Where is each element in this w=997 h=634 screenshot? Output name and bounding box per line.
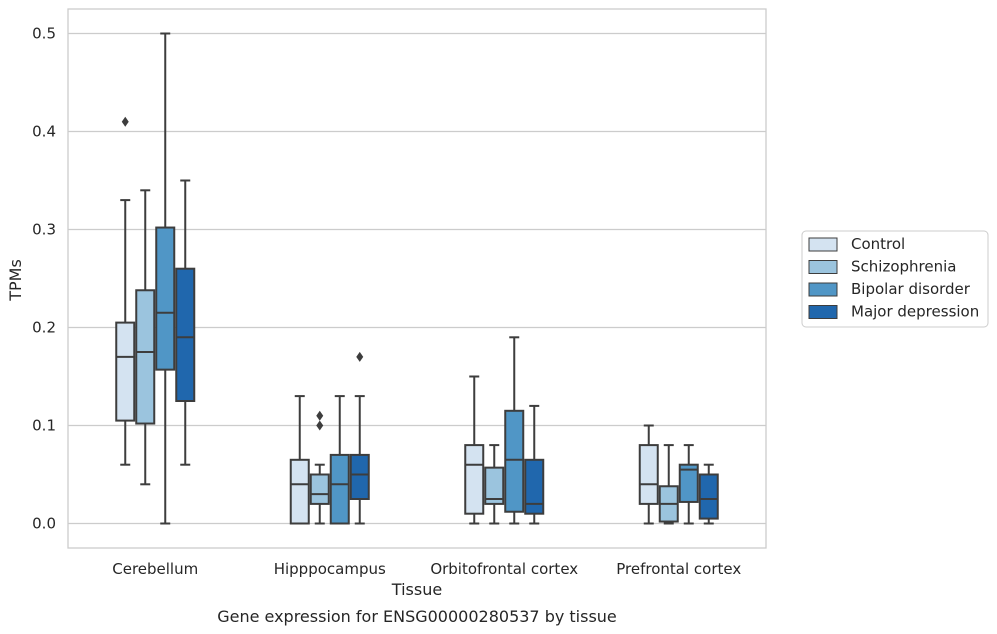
box-body <box>309 473 330 505</box>
x-tick-labels: Cerebellum Hipppocampus Orbitofrontal cort… <box>112 560 741 578</box>
box-body <box>638 444 659 505</box>
box-body <box>698 473 719 520</box>
chart-caption: Gene expression for ENSG00000280537 by t… <box>217 607 617 626</box>
legend-frame <box>801 230 989 328</box>
legend: Control Schizophrenia Bipolar disorder Majo… <box>801 230 989 328</box>
y-tick-labels: 0.0 0.1 0.2 0.3 0.4 0.5 <box>32 25 56 533</box>
y-tick-label: 0.4 <box>32 123 56 141</box>
x-axis-label: Tissue <box>391 580 442 599</box>
box <box>329 395 350 525</box>
y-axis-label: TPMs <box>6 259 25 302</box>
box-body <box>524 458 545 515</box>
x-tick-label: Cerebellum <box>112 560 198 578</box>
plot-marks <box>115 32 719 525</box>
box-body <box>484 466 505 505</box>
x-tick-label: Prefrontal cortex <box>616 560 741 578</box>
x-tick-label: Orbitofrontal cortex <box>430 560 578 578</box>
box <box>524 404 545 525</box>
box <box>135 189 156 486</box>
legend-swatch <box>808 260 838 274</box>
legend-label: Bipolar disorder <box>851 280 971 298</box>
legend-swatch <box>808 305 838 319</box>
outlier-point <box>316 410 324 421</box>
box <box>638 424 659 525</box>
legend-label: Control <box>851 235 905 253</box>
y-tick-label: 0.2 <box>32 319 56 337</box>
box <box>349 351 370 525</box>
y-tick-label: 0.1 <box>32 417 56 435</box>
y-tick-label: 0.0 <box>32 515 56 533</box>
box <box>484 444 505 525</box>
box-body <box>504 409 525 513</box>
box <box>115 116 136 466</box>
box <box>175 179 196 466</box>
box-body <box>175 267 196 403</box>
legend-label: Schizophrenia <box>851 258 956 276</box>
outlier-point <box>356 351 364 362</box>
box <box>698 463 719 525</box>
legend-label: Major depression <box>851 303 979 321</box>
box-body <box>464 444 485 515</box>
y-tick-label: 0.3 <box>32 221 56 239</box>
plot-frame <box>67 8 767 549</box>
box <box>678 444 699 525</box>
box <box>289 395 310 525</box>
box <box>504 336 525 525</box>
box-body <box>678 463 699 503</box>
box <box>464 375 485 525</box>
x-tick-label: Hipppocampus <box>274 560 386 578</box>
outlier-point <box>121 116 129 127</box>
legend-swatch <box>808 237 838 252</box>
legend-swatch <box>808 282 838 297</box>
box-body <box>115 321 136 422</box>
outlier-point <box>316 420 324 431</box>
box-body <box>329 453 350 525</box>
box <box>309 410 330 525</box>
box-body <box>155 226 176 371</box>
box-body <box>135 289 156 425</box>
box <box>155 32 176 525</box>
box-body <box>349 453 370 500</box>
y-tick-label: 0.5 <box>32 25 56 43</box>
box-body <box>289 458 310 525</box>
box <box>658 444 679 525</box>
